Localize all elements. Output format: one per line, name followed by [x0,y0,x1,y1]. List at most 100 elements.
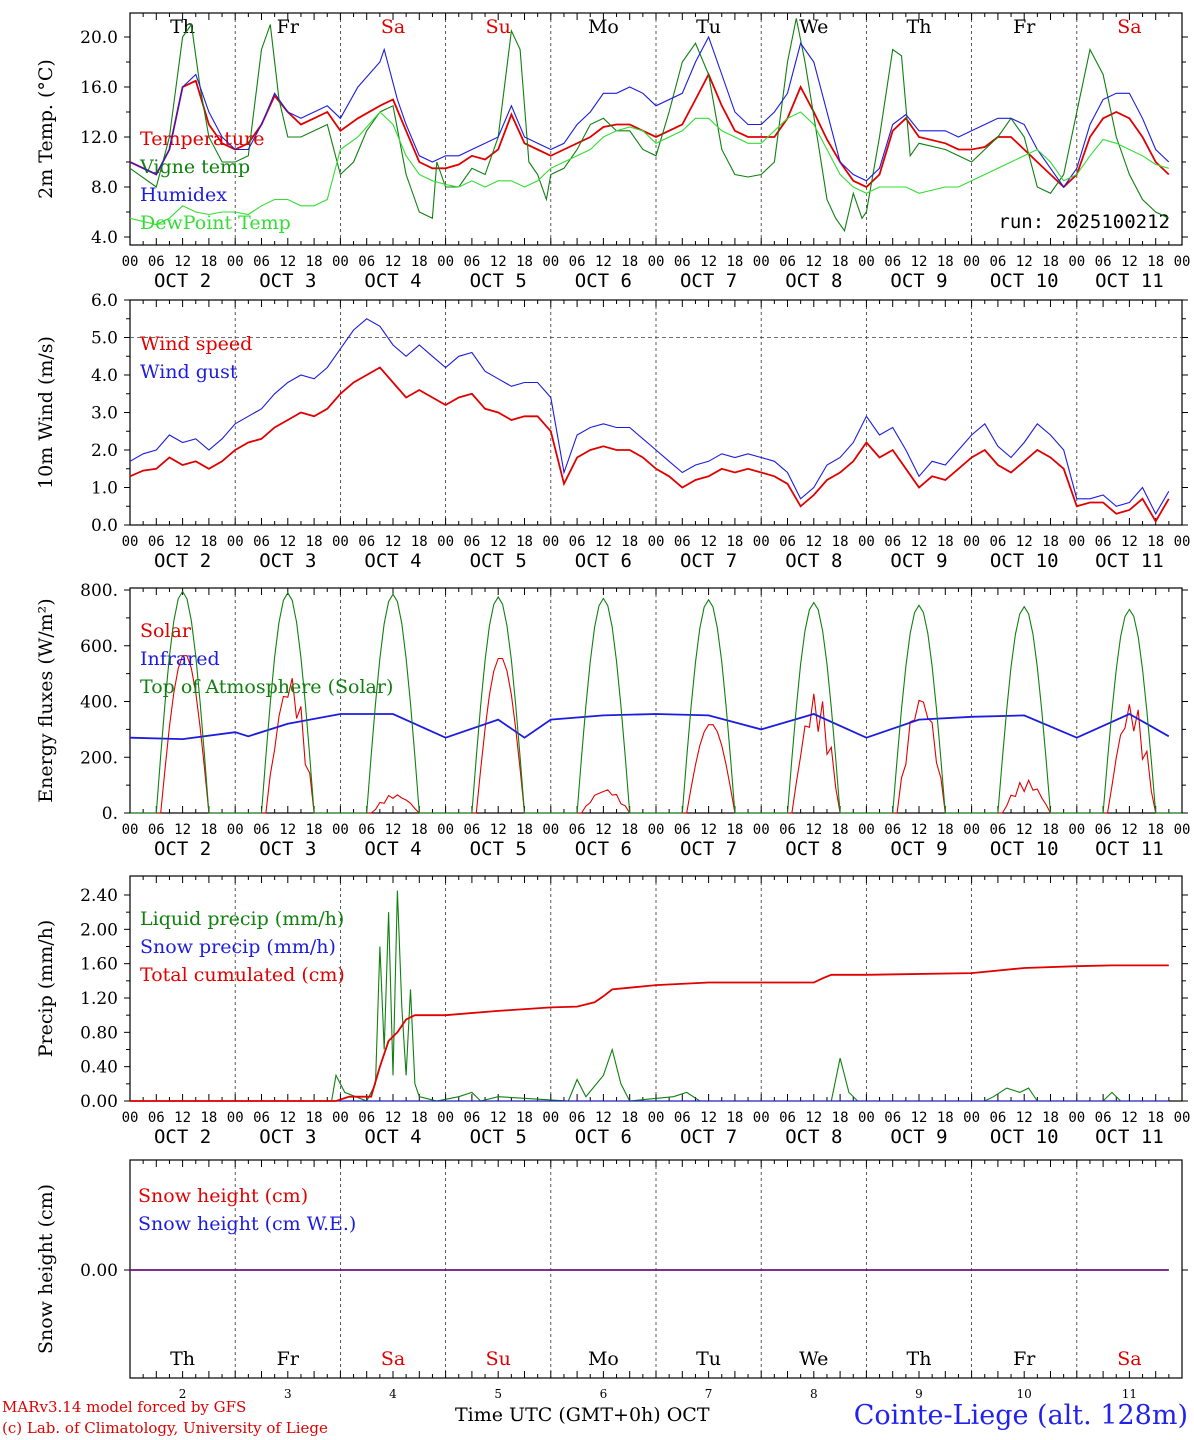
hour-label: 00 [753,822,770,838]
series-line-top-of-atmosphere-solar- [130,590,1182,814]
hour-label: 06 [674,1110,691,1126]
x-axis-title: Time UTC (GMT+0h) OCT [455,1404,710,1426]
date-label: OCT 7 [680,838,737,860]
hour-label: 06 [358,1110,375,1126]
series-line-total-cumulated-cm- [130,964,1169,1102]
hour-label: 12 [279,1110,296,1126]
hour-label: 18 [306,534,323,550]
day-number-label: 11 [1122,1387,1137,1400]
hour-label: 18 [411,534,428,550]
date-label: OCT 3 [259,1126,316,1148]
day-number-label: 10 [1017,1387,1032,1400]
hour-label: 00 [1174,254,1191,270]
hour-label: 00 [332,822,349,838]
hour-label: 00 [648,822,665,838]
hour-label: 18 [1147,822,1164,838]
hour-label: 18 [832,822,849,838]
y-tick-label: 600. [80,637,118,657]
hour-label: 06 [1095,254,1112,270]
hour-label: 00 [753,1110,770,1126]
hour-label: 06 [148,1110,165,1126]
y-axis-label: Precip (mm/h) [35,920,57,1058]
hour-label: 12 [279,534,296,550]
series-line-liquid-precip-mm-h- [130,890,1169,1102]
hour-label: 12 [174,822,191,838]
hour-label: 00 [437,1110,454,1126]
hour-label: 06 [569,822,586,838]
hour-label: 06 [779,822,796,838]
y-tick-label: 8.0 [91,178,118,198]
y-tick-label: 400. [80,693,118,713]
hour-label: 00 [858,254,875,270]
hour-label: 06 [569,534,586,550]
hour-label: 18 [1147,534,1164,550]
hour-label: 12 [911,534,928,550]
hour-label: 00 [227,254,244,270]
date-label: OCT 4 [364,270,421,292]
hour-label: 06 [989,1110,1006,1126]
day-name-label: Fr [1013,16,1036,38]
hour-label: 00 [227,822,244,838]
hour-label: 06 [674,534,691,550]
hour-label: 18 [411,254,428,270]
hour-label: 00 [122,1110,139,1126]
hour-label: 18 [1147,1110,1164,1126]
hour-label: 06 [253,1110,270,1126]
hour-label: 12 [1121,822,1138,838]
hour-label: 18 [200,822,217,838]
hour-label: 00 [1174,822,1191,838]
date-label: OCT 11 [1095,270,1164,292]
hour-label: 12 [1121,254,1138,270]
series-line-wind-gust [129,318,1170,515]
hour-label: 12 [700,254,717,270]
series-line-infrared [129,712,1170,741]
day-name-label: We [799,1348,828,1370]
hour-label: 12 [385,534,402,550]
y-tick-label: 5.0 [91,329,118,349]
date-label: OCT 4 [364,838,421,860]
panel-precip: 0.00 0.40 0.80 1.20 1.60 2.00 2.40 Precip (mm/h… [35,875,1191,1148]
credit-model: MARv3.14 model forced by GFS [2,1398,247,1416]
y-tick-label: 2.40 [80,886,118,906]
hour-label: 18 [832,254,849,270]
hour-label: 00 [542,534,559,550]
date-label: OCT 7 [680,550,737,572]
hour-label: 18 [200,534,217,550]
date-label: OCT 10 [990,270,1059,292]
y-tick-label: 0.0 [91,516,118,536]
hour-label: 18 [306,822,323,838]
date-label: OCT 9 [890,550,947,572]
hour-label: 12 [385,254,402,270]
y-tick-label: 0. [102,804,118,824]
legend-entry: Temperature [140,128,264,150]
date-label: OCT 9 [890,270,947,292]
hour-label: 18 [621,822,638,838]
hour-label: 00 [858,534,875,550]
day-name-label: Sa [1117,16,1141,38]
y-tick-label: 16.0 [80,78,118,98]
hour-label: 12 [1016,1110,1033,1126]
panel-frame [129,299,1183,526]
day-name-label: Su [486,16,511,38]
day-name-label: Mo [588,16,619,38]
day-name-label: Fr [277,1348,300,1370]
y-tick-label: 1.20 [80,989,118,1009]
hour-label: 12 [174,534,191,550]
series-line-temperature [129,72,1170,189]
date-label: OCT 3 [259,838,316,860]
y-axis-label: Snow height (cm) [35,1184,57,1354]
y-tick-label: 20.0 [80,28,118,48]
day-name-label: Th [170,1348,195,1370]
hour-label: 06 [148,822,165,838]
series-line-wind-speed [129,366,1170,524]
hour-label: 00 [1174,1110,1191,1126]
hour-label: 12 [805,1110,822,1126]
y-axis-label: Energy fluxes (W/m²) [35,598,57,802]
hour-label: 00 [122,254,139,270]
day-name-label: Th [907,1348,932,1370]
hour-label: 12 [174,254,191,270]
credit-lab: (c) Lab. of Climatology, University of L… [2,1419,328,1437]
date-label: OCT 2 [154,270,211,292]
legend-entry: Top of Atmosphere (Solar) [140,676,393,698]
hour-label: 12 [595,822,612,838]
